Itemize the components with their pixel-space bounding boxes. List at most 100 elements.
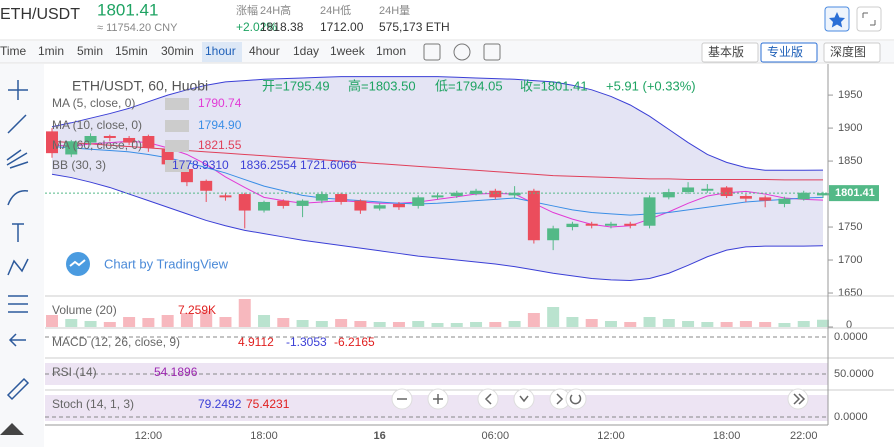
measure-tool[interactable] <box>8 295 28 313</box>
candle-body <box>103 135 116 138</box>
volume-bar <box>180 313 193 327</box>
mode-label: 专业版 <box>767 44 803 59</box>
indicator-close[interactable] <box>177 140 189 152</box>
interval-button[interactable]: 4hour <box>249 44 280 58</box>
stat-value: 1818.38 <box>260 20 304 34</box>
indicator-name: Volume (20) <box>52 303 117 317</box>
ohlc-open: 开=1795.49 <box>262 78 330 93</box>
indicator-settings[interactable] <box>165 98 177 110</box>
interval-button[interactable]: 30min <box>161 44 194 58</box>
volume-bar <box>103 322 116 327</box>
candle-body <box>527 190 540 241</box>
drawing-tools <box>0 64 44 447</box>
interval-active <box>202 42 242 62</box>
volume-bar <box>508 321 521 327</box>
indicator-value: 54.1896 <box>154 365 198 379</box>
volume-bar <box>450 323 463 327</box>
ohlc-low: 低=1794.05 <box>435 78 503 93</box>
mode-label: 深度图 <box>830 44 866 59</box>
y-tick-label: 0 <box>846 319 852 331</box>
volume-bar <box>296 320 309 327</box>
collapse-arrow[interactable] <box>0 423 24 435</box>
indicator-settings[interactable] <box>165 140 177 152</box>
volume-bar <box>817 319 829 327</box>
brush-tool[interactable] <box>7 190 29 206</box>
reset[interactable] <box>565 388 587 410</box>
volume-bar <box>373 322 386 327</box>
indicator-value: 1836.2554 <box>240 158 297 172</box>
volume-bar <box>65 319 78 327</box>
crosshair-tool[interactable] <box>8 80 28 100</box>
interval-button[interactable]: 1min <box>38 44 64 58</box>
candle-body <box>238 194 251 211</box>
indicator-value: -6.2165 <box>334 335 375 349</box>
scroll-left[interactable] <box>477 388 499 410</box>
mode-label: 基本版 <box>708 45 744 59</box>
mode-button[interactable] <box>760 42 818 63</box>
volume-bar <box>643 317 656 327</box>
back-tool[interactable] <box>8 333 26 347</box>
volume-bar <box>566 317 579 327</box>
ohlc-close: 收=1801.41 <box>520 78 588 93</box>
interval-button[interactable]: 1mon <box>376 44 406 58</box>
ohlc-change: +5.91 (+0.33%) <box>606 78 696 93</box>
indicator-value: 7.259K <box>178 303 216 317</box>
chart-title: ETH/USDT, 60, Huobi <box>72 78 208 94</box>
volume-bar <box>759 322 772 327</box>
candle-body <box>778 198 791 204</box>
interval-button[interactable]: 1week <box>330 44 366 58</box>
x-tick-label: 22:00 <box>790 430 818 442</box>
indicator-close[interactable] <box>177 120 189 132</box>
volume-bar <box>277 318 290 327</box>
volume-bar <box>123 317 136 327</box>
x-tick-label: 06:00 <box>482 430 510 442</box>
fullscreen-button[interactable] <box>856 6 882 32</box>
pattern-tool[interactable] <box>7 258 29 276</box>
volume-bar <box>470 322 483 327</box>
fib-tool[interactable] <box>6 149 29 169</box>
indicator-settings[interactable] <box>165 120 177 132</box>
y-tick-label: 1850 <box>838 155 862 167</box>
candle-body <box>296 200 309 206</box>
candle-body <box>65 141 78 155</box>
text-tool[interactable] <box>12 223 24 242</box>
indicator-settings[interactable] <box>165 160 177 172</box>
indicator-close[interactable] <box>177 160 189 172</box>
interval-button[interactable]: Time <box>0 44 27 58</box>
toolbar-icon[interactable] <box>483 43 501 61</box>
volume-bar <box>701 322 714 327</box>
indicator-name: Stoch (14, 1, 3) <box>52 397 134 411</box>
nav-glyphs <box>397 393 806 405</box>
interval-button[interactable]: 1hour <box>205 44 236 58</box>
scroll-down[interactable] <box>513 388 535 410</box>
mode-button[interactable] <box>823 42 881 63</box>
candle-body <box>624 223 637 226</box>
indicator-close[interactable] <box>177 98 189 110</box>
candle-body <box>470 190 483 195</box>
band-fill <box>52 76 823 281</box>
indicator-value: 1721.6066 <box>300 158 357 172</box>
y-tick-label: 1700 <box>838 254 862 266</box>
volume-bar <box>238 299 251 327</box>
interval-button[interactable]: 15min <box>115 44 148 58</box>
candle-body <box>604 223 617 226</box>
volume-bar <box>778 323 791 327</box>
x-tick-label: 12:00 <box>135 430 163 442</box>
candle-body <box>739 196 752 199</box>
nav-buttons <box>391 388 809 410</box>
trend-tool[interactable] <box>7 114 27 134</box>
indicator-value: 75.4231 <box>246 397 290 411</box>
toolbar-icon[interactable] <box>423 43 441 61</box>
interval-button[interactable]: 1day <box>293 44 319 58</box>
watermark[interactable]: Chart by TradingView <box>104 256 229 271</box>
mode-button[interactable] <box>701 42 759 63</box>
interval-button[interactable]: 5min <box>77 44 103 58</box>
last-price-tag <box>829 185 879 202</box>
indicator-value: 4.9112 <box>238 335 274 349</box>
stat-value: +2.02% <box>236 20 277 34</box>
volume-bar <box>46 315 58 327</box>
y-tick-label: 0.0000 <box>834 411 868 423</box>
tool-icons <box>6 80 30 401</box>
ruler-tool[interactable] <box>6 377 30 401</box>
toolbar-icon[interactable] <box>453 43 471 61</box>
